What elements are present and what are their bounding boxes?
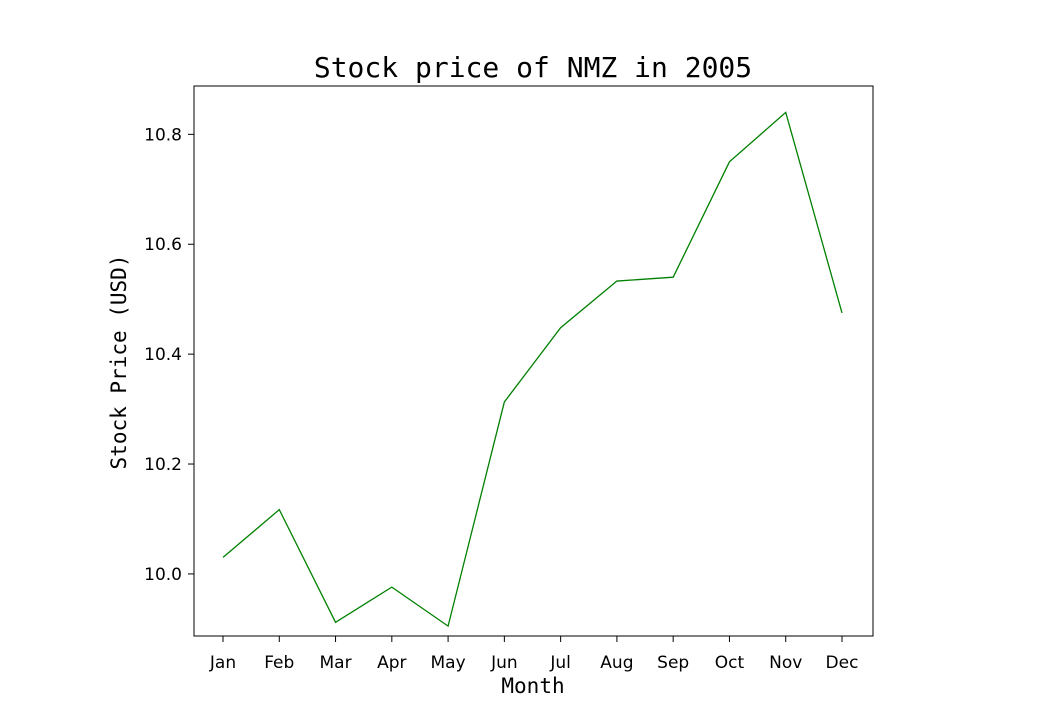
- x-tick-label: Jul: [549, 653, 571, 673]
- x-tick-label: Apr: [377, 653, 406, 673]
- x-tick-label: May: [431, 653, 466, 673]
- x-tick-label: Aug: [600, 653, 633, 673]
- x-tick-label: Jun: [490, 653, 518, 673]
- y-tick-label: 10.0: [144, 565, 182, 585]
- y-tick-label: 10.6: [144, 235, 182, 255]
- x-tick-label: Nov: [769, 653, 802, 673]
- x-tick-label: Dec: [826, 653, 859, 673]
- x-tick-label: Oct: [715, 653, 745, 673]
- series-line: [222, 111, 843, 628]
- x-tick-label: Feb: [264, 653, 294, 673]
- x-tick-label: Mar: [320, 653, 352, 673]
- y-axis: 10.0 10.2 10.4 10.6 10.8: [144, 125, 194, 585]
- x-axis-title: Month: [501, 674, 564, 698]
- x-axis: Jan Feb Mar Apr May Jun Jul Aug Sep Oct Nov Dec: [209, 636, 859, 673]
- y-tick-label: 10.8: [144, 125, 182, 145]
- x-tick-label: Jan: [209, 653, 236, 673]
- x-tick-label: Sep: [657, 653, 689, 673]
- y-axis-title: Stock Price (USD): [107, 255, 131, 470]
- series-layer: [222, 111, 843, 628]
- y-tick-label: 10.4: [144, 345, 182, 365]
- y-tick-label: 10.2: [144, 455, 182, 475]
- chart-title: Stock price of NMZ in 2005: [314, 51, 752, 84]
- plot-area: [193, 85, 874, 637]
